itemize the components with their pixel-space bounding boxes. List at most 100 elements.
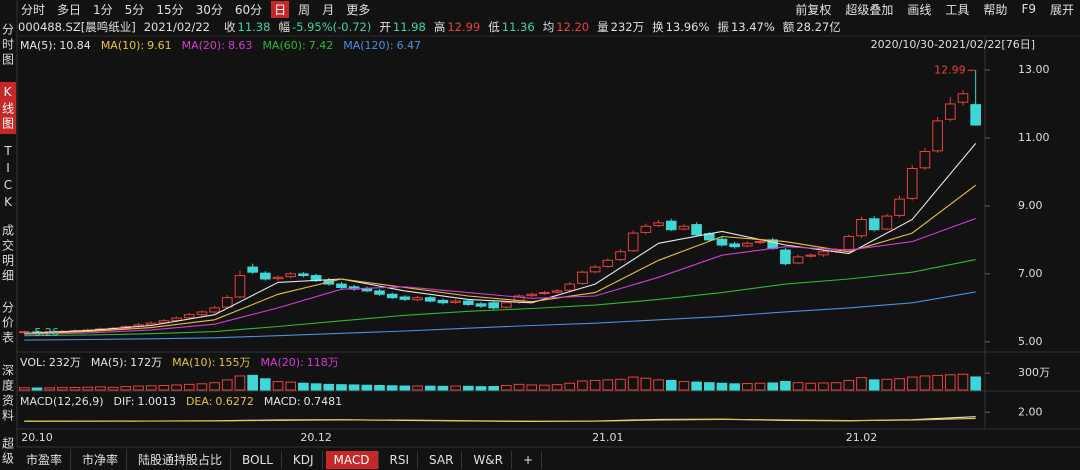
volume-bar [957,373,969,391]
volume-bar [209,382,220,391]
ma-line [24,217,976,335]
side-tab[interactable]: 分时图 [0,22,15,68]
y-tick-label: 11.00 [1018,131,1050,144]
period-tab[interactable]: 15分 [156,2,184,17]
legend-name: MA(120): [343,38,394,52]
indicator-tab[interactable]: MACD [325,450,379,469]
indicator-tab[interactable]: BOLL [234,450,282,469]
volume-bar [107,386,119,391]
indicator-tabs: 市盈率 市净率 陆股通持股占比 BOLL KDJ MACD RSI SAR W&R + [18,449,545,470]
volume-bar [729,383,740,391]
legend-value: 0.7481 [303,394,343,408]
period-tab[interactable]: 更多 [346,2,371,17]
volume-bar [475,386,487,391]
candle-body [183,314,195,319]
indicator-tab[interactable]: SAR [421,450,463,469]
candle-body [450,300,461,303]
candle-body [19,331,30,334]
indicator-tab[interactable]: W&R [465,450,512,469]
indicator-tab[interactable]: 市净率 [74,449,128,470]
ma-line [24,184,977,335]
candle-body [653,222,664,227]
side-tab[interactable]: TICK [1,143,15,212]
candle-body [539,292,550,295]
candle-body [780,249,791,265]
period-tab[interactable]: 月 [322,2,335,17]
side-tab[interactable]: 成交明细 [0,224,15,284]
candle-body [361,288,373,292]
tool-button[interactable]: 前复权 [795,2,832,17]
tool-button[interactable]: 帮助 [983,2,1008,17]
volume-bar [260,378,271,391]
side-tab[interactable]: 深度资料 [0,364,15,424]
volume-bar [856,377,867,391]
volume-bar [843,379,855,391]
candle-body [792,256,804,264]
field-label: 振 [717,20,729,34]
candle-body [665,220,677,231]
volume-bar [361,384,373,391]
volume-bar [615,378,626,391]
volume-bar [526,384,538,391]
legend-value: 8.63 [227,38,253,52]
volume-bar [57,387,68,391]
volume-bar [653,379,664,391]
volume-bar [589,379,601,391]
side-tab[interactable]: 超级 [0,436,15,467]
volume-bar [285,381,297,391]
volume-bar [133,385,144,391]
candle-body [272,276,284,280]
indicator-tab[interactable]: 市盈率 [18,449,72,470]
period-tab[interactable]: 60分 [234,2,263,17]
tool-button[interactable]: 超级叠加 [845,2,894,17]
indicator-tab[interactable]: RSI [382,450,419,469]
period-tab[interactable]: 5分 [124,2,145,17]
field-value: 28.27亿 [796,20,841,34]
side-tab[interactable]: 分价表 [0,300,15,346]
candle-body [691,224,702,236]
field-label: 低 [488,20,500,34]
volume-bar [970,376,981,391]
candle-body [805,254,817,257]
indicator-tab[interactable]: KDJ [285,450,323,469]
candle-body [145,322,157,326]
legend-name: VOL: [20,355,46,369]
candle-body [196,311,208,316]
candle-body [818,251,829,256]
legend-value: 9.61 [147,38,172,52]
ma-line [24,143,977,334]
side-tab[interactable]: K线图 [0,82,16,134]
period-tab[interactable]: 1分 [93,2,113,17]
candle-body [678,225,690,230]
period-tab[interactable]: 多日 [57,2,82,17]
field-value: 12.20 [556,20,590,34]
tool-button[interactable]: 展开 [1049,2,1074,17]
volume-bar [818,382,829,391]
y-tick-label: 300万 [1018,366,1050,379]
tool-button[interactable]: 工具 [945,2,970,17]
field-label: 量 [597,20,609,34]
y-tick-label: 13.00 [1018,63,1050,76]
candle-body [957,93,969,103]
indicator-tab[interactable]: + [515,450,543,469]
volume-bar [298,382,309,391]
period-tab[interactable]: 周 [298,2,311,17]
candle-body [209,307,220,313]
legend-name: MA(5): [90,355,128,369]
field-value: 11.36 [501,20,535,34]
candle-body [932,120,943,152]
indicator-tab[interactable]: 陆股通持股占比 [130,449,232,470]
candle-body [386,293,398,299]
tool-button[interactable]: 画线 [907,2,932,17]
period-tab[interactable]: 30分 [195,2,223,17]
field-value: 11.38 [237,20,271,34]
volume-bar [310,383,322,391]
candle-body [906,168,918,199]
volume-bar [196,383,208,391]
period-tab[interactable]: 分时 [21,2,46,17]
tool-button[interactable]: F9 [1021,2,1036,16]
y-tick-label: 5.00 [1018,335,1043,348]
stock-code: 000488.SZ[晨鸣纸业] [18,20,136,34]
period-tab[interactable]: 日 [271,0,290,18]
